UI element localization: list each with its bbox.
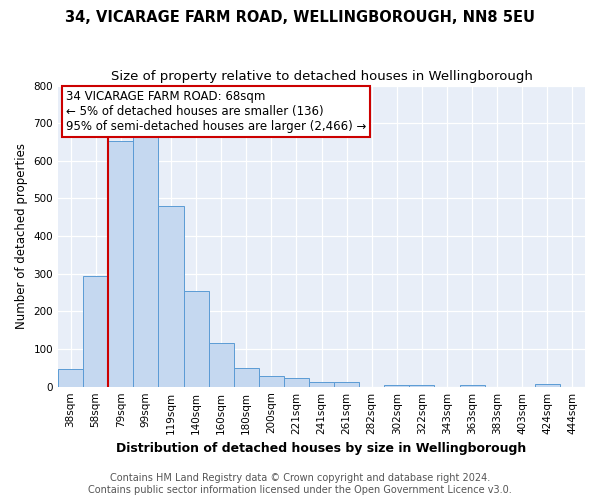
Bar <box>309 382 334 386</box>
Bar <box>384 385 409 386</box>
Bar <box>83 276 108 386</box>
Bar <box>58 368 83 386</box>
Y-axis label: Number of detached properties: Number of detached properties <box>15 143 28 329</box>
Text: Contains HM Land Registry data © Crown copyright and database right 2024.
Contai: Contains HM Land Registry data © Crown c… <box>88 474 512 495</box>
Bar <box>284 378 309 386</box>
Bar <box>133 136 158 386</box>
Bar <box>409 385 434 386</box>
Bar <box>158 206 184 386</box>
Bar <box>535 384 560 386</box>
Bar <box>233 368 259 386</box>
Bar <box>209 344 233 386</box>
Bar <box>334 382 359 386</box>
Title: Size of property relative to detached houses in Wellingborough: Size of property relative to detached ho… <box>110 70 532 83</box>
Bar <box>259 376 284 386</box>
Bar <box>184 292 209 386</box>
Text: 34 VICARAGE FARM ROAD: 68sqm
← 5% of detached houses are smaller (136)
95% of se: 34 VICARAGE FARM ROAD: 68sqm ← 5% of det… <box>66 90 367 133</box>
Bar <box>108 142 133 386</box>
Text: 34, VICARAGE FARM ROAD, WELLINGBOROUGH, NN8 5EU: 34, VICARAGE FARM ROAD, WELLINGBOROUGH, … <box>65 10 535 25</box>
Bar <box>460 385 485 386</box>
X-axis label: Distribution of detached houses by size in Wellingborough: Distribution of detached houses by size … <box>116 442 527 455</box>
